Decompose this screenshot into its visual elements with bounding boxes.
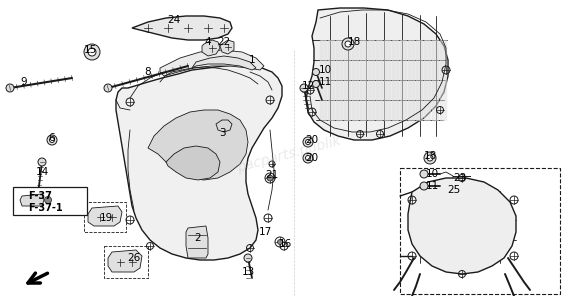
Circle shape <box>306 139 310 144</box>
Text: 15: 15 <box>83 45 97 55</box>
Circle shape <box>427 155 433 161</box>
Circle shape <box>345 41 351 47</box>
Polygon shape <box>220 40 234 54</box>
Polygon shape <box>368 40 374 120</box>
Text: 8: 8 <box>144 67 151 77</box>
Circle shape <box>303 137 313 147</box>
Circle shape <box>267 175 273 181</box>
Text: 1: 1 <box>249 55 255 65</box>
Text: 19: 19 <box>99 213 113 223</box>
Circle shape <box>45 197 51 204</box>
Circle shape <box>50 138 54 142</box>
Text: 22: 22 <box>217 37 231 47</box>
Circle shape <box>313 81 320 88</box>
Text: F-37: F-37 <box>28 191 52 201</box>
Polygon shape <box>432 40 438 120</box>
Polygon shape <box>424 40 430 120</box>
Circle shape <box>306 155 310 160</box>
Text: 16: 16 <box>279 239 292 249</box>
Text: 18: 18 <box>423 151 436 161</box>
Text: 9: 9 <box>21 77 27 87</box>
Text: 20: 20 <box>305 153 318 163</box>
Text: 11: 11 <box>318 77 332 87</box>
Circle shape <box>420 170 428 178</box>
Polygon shape <box>336 40 342 120</box>
Polygon shape <box>408 178 516 274</box>
Circle shape <box>342 38 354 50</box>
Polygon shape <box>166 146 220 180</box>
Text: 12: 12 <box>301 81 314 91</box>
Text: 18: 18 <box>347 37 361 47</box>
Polygon shape <box>376 40 382 120</box>
Text: 11: 11 <box>425 181 439 191</box>
Text: 17: 17 <box>258 227 272 237</box>
Polygon shape <box>400 40 406 120</box>
Polygon shape <box>392 40 398 120</box>
Text: 23: 23 <box>453 173 466 183</box>
Text: pacparts.publik: pacparts.publik <box>235 133 343 175</box>
Polygon shape <box>360 40 366 120</box>
Polygon shape <box>352 40 358 120</box>
Polygon shape <box>186 226 208 258</box>
Circle shape <box>6 84 14 92</box>
Circle shape <box>84 44 100 60</box>
Polygon shape <box>320 40 326 120</box>
Polygon shape <box>116 65 282 260</box>
Polygon shape <box>416 40 422 120</box>
Text: 4: 4 <box>205 37 212 47</box>
Polygon shape <box>328 40 334 120</box>
Circle shape <box>244 254 252 262</box>
Text: 24: 24 <box>168 15 180 25</box>
Polygon shape <box>384 40 390 120</box>
Text: 10: 10 <box>318 65 332 75</box>
Text: 3: 3 <box>218 128 225 138</box>
Polygon shape <box>160 50 264 76</box>
Text: 2: 2 <box>195 233 201 243</box>
Text: 14: 14 <box>35 167 49 177</box>
Circle shape <box>424 152 436 164</box>
Polygon shape <box>202 40 220 56</box>
Polygon shape <box>408 40 414 120</box>
Polygon shape <box>306 8 448 140</box>
Text: F-37-1: F-37-1 <box>28 203 62 213</box>
Circle shape <box>313 68 320 75</box>
Text: 25: 25 <box>447 185 461 195</box>
Circle shape <box>420 182 428 190</box>
Circle shape <box>88 48 96 56</box>
Circle shape <box>300 84 308 92</box>
Text: 6: 6 <box>49 133 55 143</box>
Polygon shape <box>344 40 350 120</box>
FancyBboxPatch shape <box>13 187 87 215</box>
Polygon shape <box>20 194 44 206</box>
Text: 20: 20 <box>305 135 318 145</box>
Text: 26: 26 <box>127 253 140 263</box>
Polygon shape <box>88 206 122 226</box>
Text: 10: 10 <box>425 169 439 179</box>
Text: 13: 13 <box>242 267 255 277</box>
Circle shape <box>277 239 283 244</box>
Polygon shape <box>440 40 446 120</box>
Circle shape <box>47 135 57 145</box>
Polygon shape <box>132 16 232 40</box>
Circle shape <box>303 153 313 163</box>
Polygon shape <box>108 250 142 272</box>
Text: 21: 21 <box>265 170 279 180</box>
Polygon shape <box>192 56 256 70</box>
Circle shape <box>38 158 46 166</box>
Polygon shape <box>216 120 232 132</box>
Circle shape <box>104 84 112 92</box>
Polygon shape <box>148 110 248 180</box>
